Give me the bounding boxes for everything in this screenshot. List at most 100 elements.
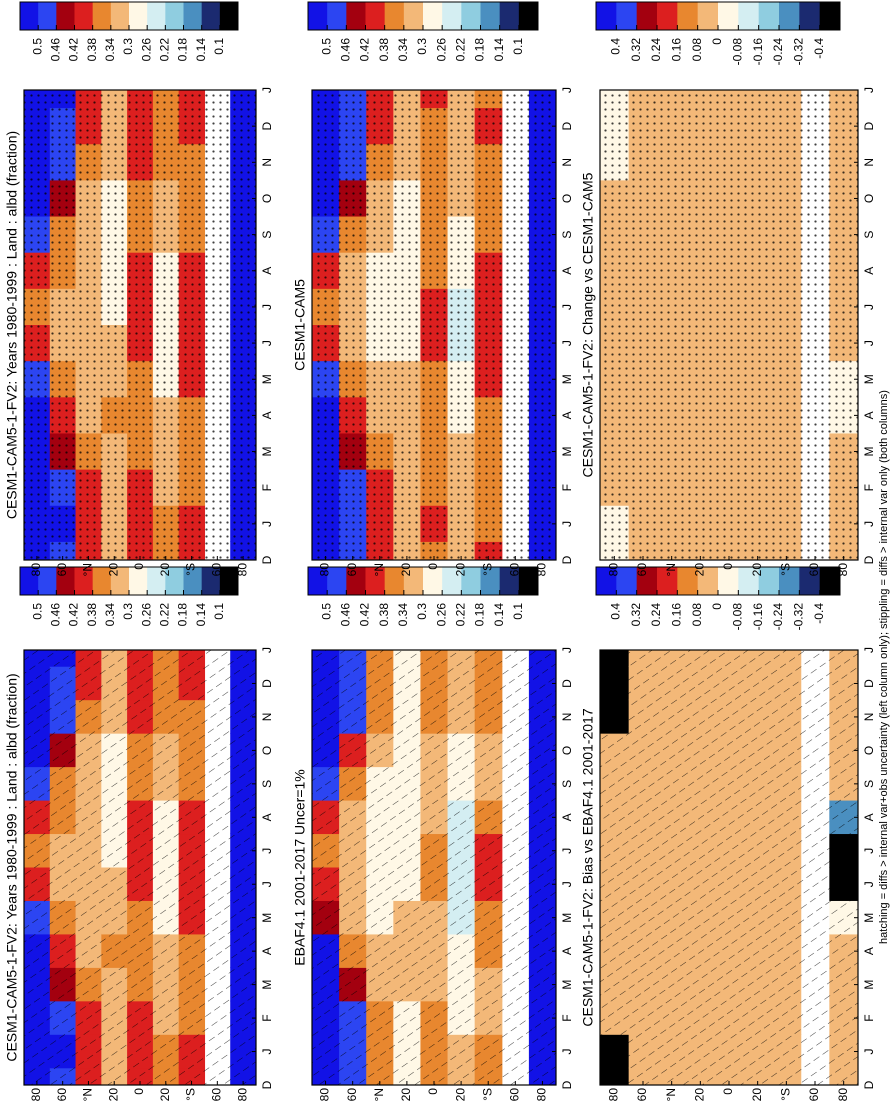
- y-tick-label: 60: [210, 563, 224, 577]
- x-tick-label: J: [260, 848, 274, 854]
- colorbar-box: [442, 2, 462, 30]
- colorbar-label: 0.46: [339, 603, 353, 627]
- x-tick-label: A: [260, 947, 274, 955]
- x-tick-label: M: [560, 913, 574, 923]
- y-tick-label: 60: [635, 563, 649, 577]
- colorbar-box: [779, 2, 800, 30]
- y-tick-label: 20: [399, 1088, 413, 1102]
- x-tick-label: S: [862, 231, 876, 239]
- x-tick-label: N: [862, 158, 876, 167]
- x-tick-label: N: [560, 158, 574, 167]
- x-tick-label: F: [260, 484, 274, 491]
- x-tick-label: M: [560, 980, 574, 990]
- panel-title: CESM1-CAM5-1-FV2: Bias vs EBAF4.1 2001-2…: [580, 708, 596, 1026]
- colorbar-box: [346, 2, 366, 30]
- colorbar-label: 0.14: [492, 603, 506, 627]
- y-tick-label: 60: [55, 563, 69, 577]
- colorbar-label: 0.24: [649, 603, 663, 627]
- y-tick-label: °N: [664, 563, 678, 576]
- colorbar-box: [518, 567, 539, 595]
- x-tick-label: J: [862, 87, 876, 93]
- colorbar-box: [20, 567, 39, 595]
- x-tick-label: D: [260, 555, 274, 564]
- x-tick-label: J: [260, 521, 274, 527]
- colorbar-box: [697, 567, 719, 595]
- x-tick-label: D: [560, 1080, 574, 1089]
- x-tick-label: D: [560, 555, 574, 564]
- y-tick-label: °S: [779, 1088, 793, 1101]
- x-tick-label: D: [260, 121, 274, 130]
- x-tick-label: N: [862, 713, 876, 722]
- colorbar-label: 0.34: [396, 603, 410, 627]
- x-tick-label: M: [560, 374, 574, 384]
- colorbar-box: [165, 567, 184, 595]
- y-tick-label: 0: [721, 1088, 735, 1095]
- y-tick-label: 60: [635, 1088, 649, 1102]
- colorbar-label: 0.42: [358, 38, 372, 62]
- x-tick-label: A: [260, 813, 274, 821]
- x-tick-label: D: [560, 121, 574, 130]
- y-tick-label: 80: [836, 1088, 850, 1102]
- colorbar-box: [74, 567, 94, 595]
- colorbar-label: 0.1: [212, 603, 226, 620]
- x-tick-label: M: [260, 447, 274, 457]
- x-tick-label: M: [862, 374, 876, 384]
- colorbar-label: 0.3: [121, 603, 135, 620]
- x-tick-label: F: [862, 484, 876, 491]
- colorbar-label: 0.22: [454, 603, 468, 627]
- colorbar-box: [183, 567, 203, 595]
- colorbar-label: 0.5: [319, 38, 333, 55]
- x-tick-label: A: [862, 947, 876, 955]
- colorbar-label: 0.16: [670, 603, 684, 627]
- x-tick-label: M: [560, 447, 574, 457]
- panel: CESM1-CAM5 D J F M A M J J A S O N D J 80 60 °N 20 0 20 °S 60 8…: [292, 1, 574, 577]
- colorbar-box: [499, 567, 520, 595]
- x-tick-label: J: [862, 881, 876, 887]
- x-tick-label: J: [260, 647, 274, 653]
- colorbar-box: [596, 567, 617, 595]
- colorbar-label: 0.38: [377, 603, 391, 627]
- y-tick-label: 0: [721, 563, 735, 570]
- panel: CESM1-CAM5-1-FV2: Years 1980-1999 : Land…: [4, 566, 274, 1102]
- colorbar-box: [518, 2, 539, 30]
- colorbar-label: -0.32: [792, 38, 806, 66]
- colorbar-box: [758, 2, 780, 30]
- colorbar-box: [697, 2, 719, 30]
- colorbar-box: [183, 2, 203, 30]
- y-tick-label: 60: [55, 1088, 69, 1102]
- colorbar-box: [636, 2, 658, 30]
- colorbar-box: [56, 2, 75, 30]
- colorbar-label: 0.18: [176, 38, 190, 62]
- y-tick-label: 20: [158, 563, 172, 577]
- colorbar-label: 0.14: [492, 38, 506, 62]
- colorbar-label: 0.14: [194, 603, 208, 627]
- colorbar-box: [327, 567, 347, 595]
- y-tick-label: °N: [81, 563, 95, 576]
- x-tick-label: A: [260, 411, 274, 419]
- x-tick-label: A: [560, 411, 574, 419]
- colorbar-box: [423, 567, 443, 595]
- x-tick-label: J: [560, 87, 574, 93]
- y-tick-label: 20: [106, 563, 120, 577]
- field: [600, 650, 858, 1085]
- colorbar-label: 0: [710, 603, 724, 610]
- colorbar-box: [657, 2, 678, 30]
- y-tick-label: 60: [807, 1088, 821, 1102]
- x-tick-label: S: [862, 780, 876, 788]
- colorbar-label: 0.38: [85, 38, 99, 62]
- panel-title: EBAF4.1 2001-2017 Uncer=1%: [292, 769, 308, 966]
- panel-title: CESM1-CAM5: [292, 279, 308, 371]
- overlay-stippling: [312, 90, 556, 560]
- colorbar-box: [74, 2, 94, 30]
- colorbar-label: 0.38: [377, 38, 391, 62]
- field: [312, 650, 556, 1085]
- x-tick-label: A: [560, 813, 574, 821]
- y-tick-label: 60: [345, 1088, 359, 1102]
- colorbar-box: [219, 567, 239, 595]
- y-tick-label: 60: [345, 563, 359, 577]
- y-tick-label: 60: [508, 1088, 522, 1102]
- y-tick-label: 60: [807, 563, 821, 577]
- x-tick-label: D: [862, 679, 876, 688]
- x-tick-label: N: [260, 158, 274, 167]
